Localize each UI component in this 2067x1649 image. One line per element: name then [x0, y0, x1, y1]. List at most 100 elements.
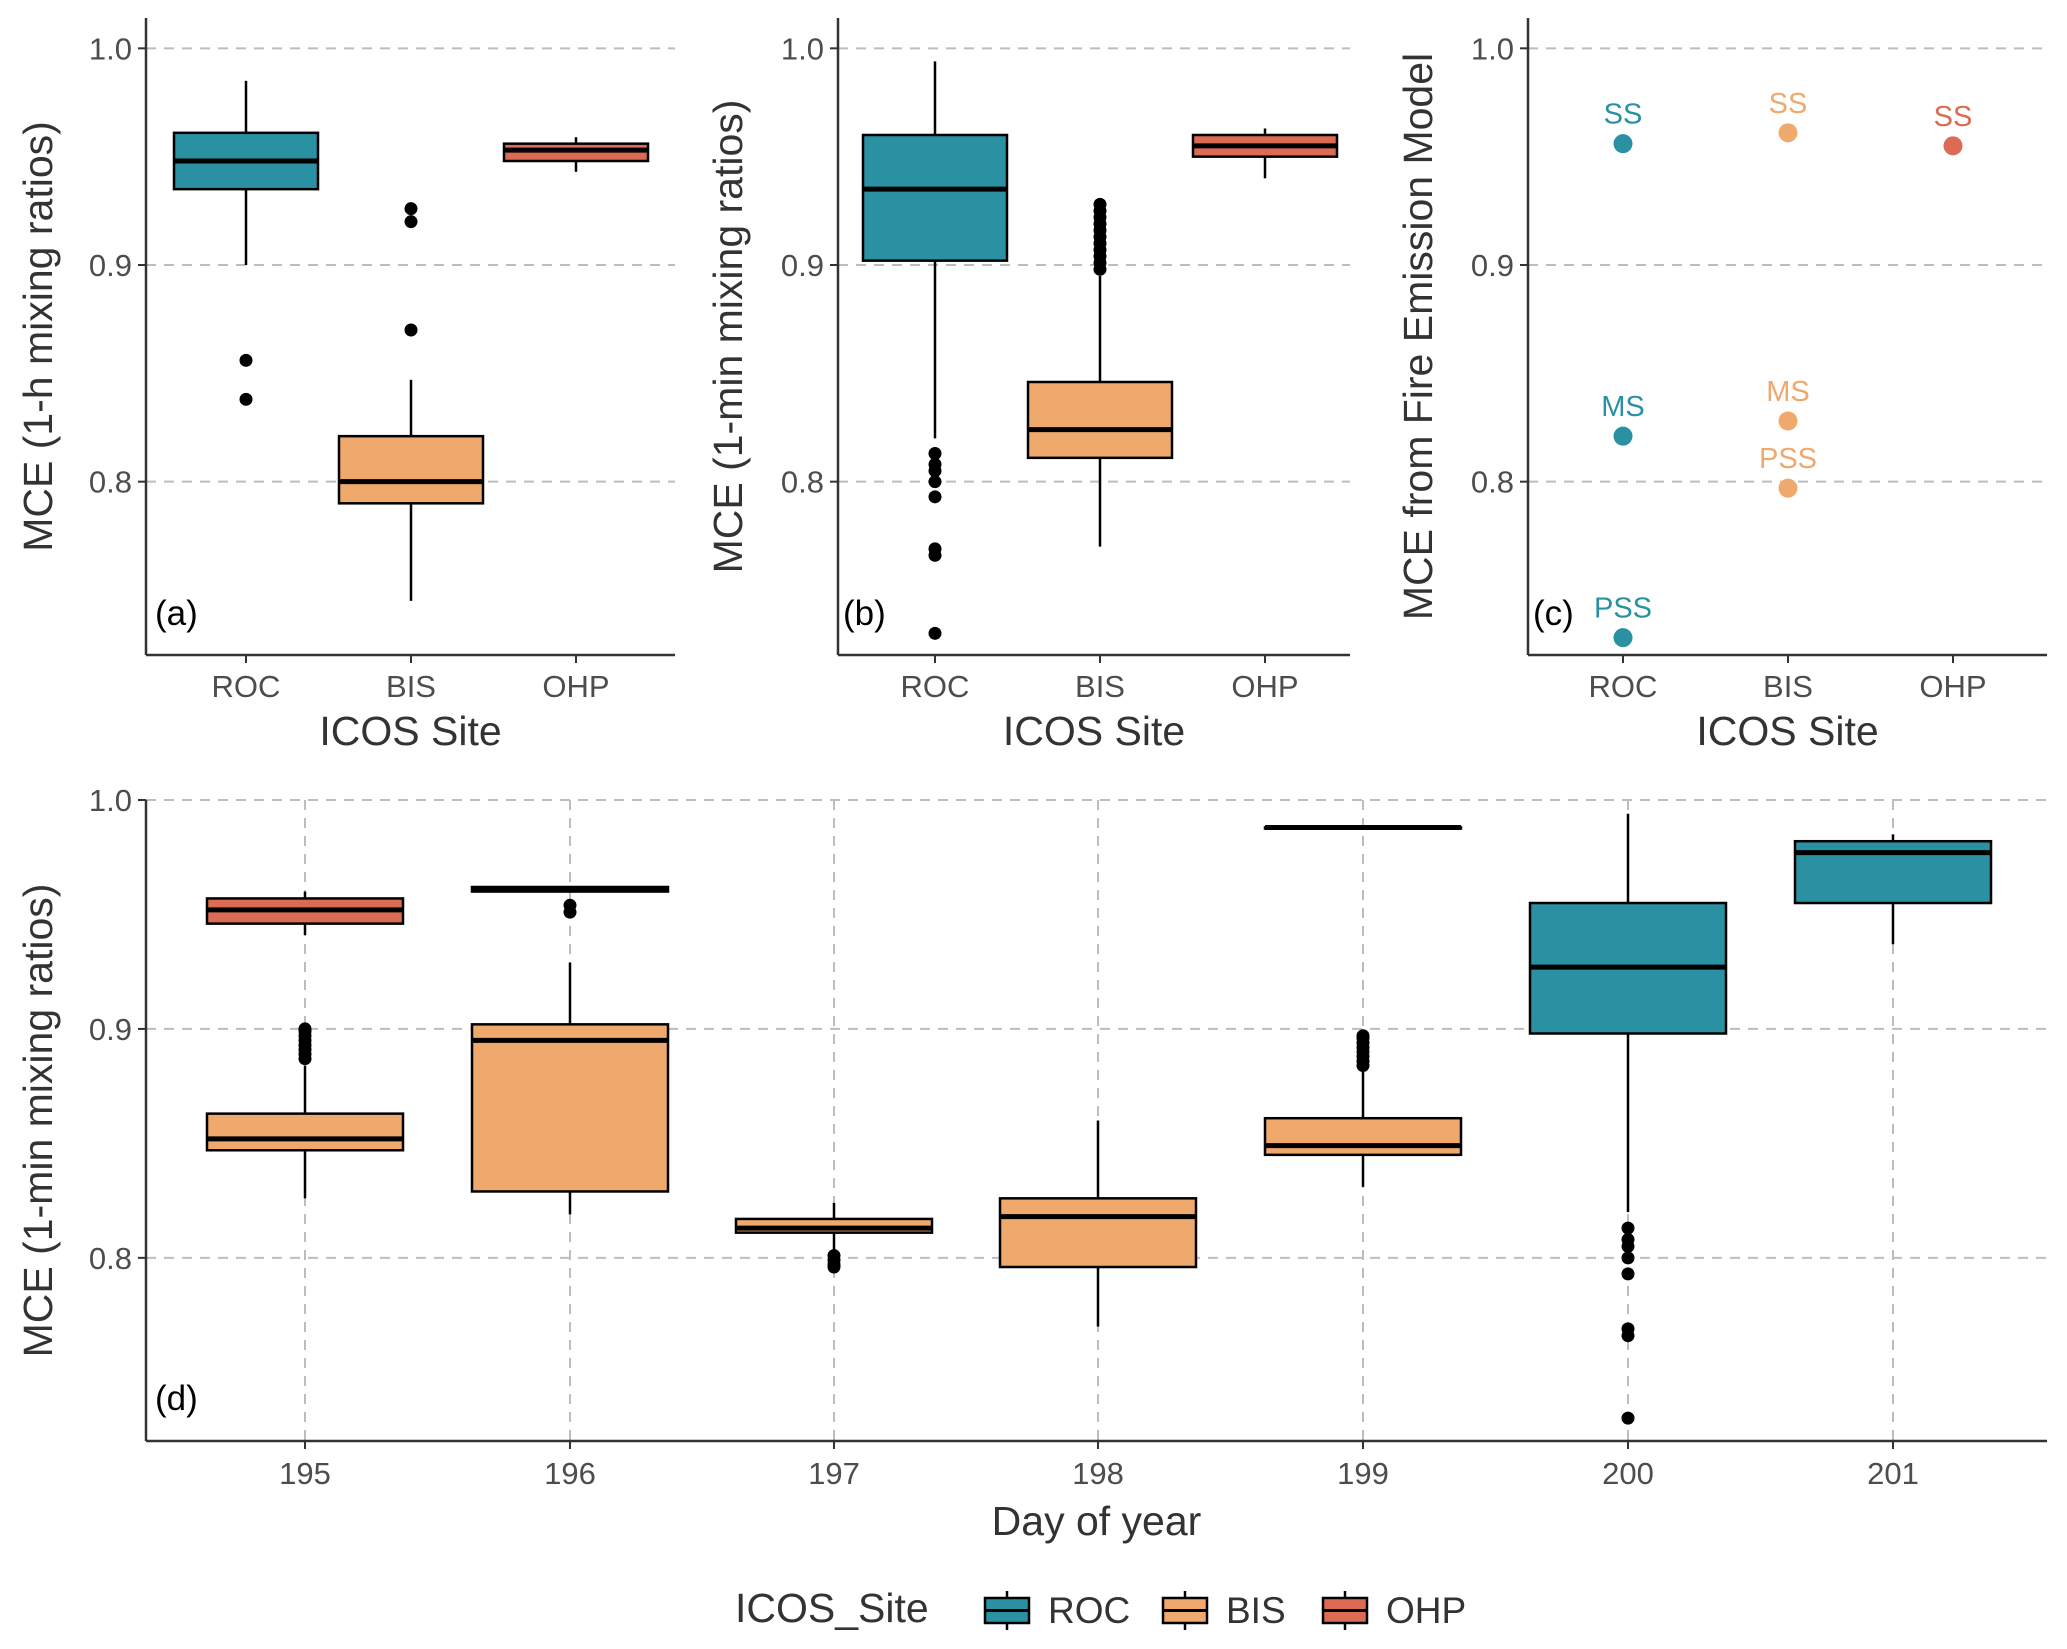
box-195-bis [205, 1022, 405, 1199]
xtick-label-200: 200 [1602, 1456, 1654, 1491]
outlier-point [928, 464, 942, 478]
ytick-label-0-8: 0.8 [1471, 465, 1514, 500]
point-bis-ss: SS [1769, 88, 1808, 143]
scatter-point [1778, 123, 1798, 143]
box-199-bis [1263, 1029, 1463, 1187]
ytick-label-1-0: 1.0 [1471, 31, 1514, 66]
scatter-point [1778, 478, 1798, 498]
point-roc-ss: SS [1604, 99, 1643, 154]
ytick-label-0-9: 0.9 [89, 1012, 132, 1047]
outlier-point [1621, 1267, 1635, 1281]
ytick-label-1-0: 1.0 [781, 31, 824, 66]
ytick-label-0-8: 0.8 [89, 1241, 132, 1276]
xtick-label-ohp: OHP [1919, 669, 1986, 704]
outlier-point [1356, 1029, 1370, 1043]
panel-label: (a) [155, 594, 198, 633]
panel-d: 0.8 0.9 1.0 195 196 197 198 199 200 201 Day of yea… [15, 783, 2047, 1544]
x-axis-title: ICOS Site [319, 708, 501, 754]
outlier-point [928, 475, 942, 489]
point-roc-ms: MS [1601, 391, 1645, 446]
y-axis-title: MCE (1-h mixing ratios) [15, 121, 61, 552]
legend-item-ohp: OHP [1321, 1590, 1466, 1631]
panel-label: (c) [1533, 594, 1574, 633]
legend-title: ICOS_Site [735, 1585, 929, 1631]
xtick-label-201: 201 [1867, 1456, 1919, 1491]
xtick-label-roc: ROC [901, 669, 970, 704]
xtick-label-198: 198 [1072, 1456, 1124, 1491]
ytick-label-0-9: 0.9 [1471, 248, 1514, 283]
box-bis-bis [1026, 197, 1174, 547]
x-axis-title: ICOS Site [1696, 708, 1878, 754]
ytick-label-0-8: 0.8 [89, 465, 132, 500]
panel-label: (b) [843, 594, 886, 633]
outlier-point [563, 898, 577, 912]
box-body [205, 1112, 405, 1152]
legend-label: BIS [1226, 1590, 1286, 1631]
scatter-point [1778, 411, 1798, 431]
outlier-point [239, 392, 253, 406]
box-roc-roc [861, 61, 1009, 640]
outlier-point [928, 626, 942, 640]
box-body [998, 1197, 1198, 1269]
box-199-ohp [1263, 824, 1463, 830]
ytick-label-0-8: 0.8 [781, 465, 824, 500]
box-ohp-ohp [1191, 128, 1339, 179]
point-label: SS [1604, 99, 1643, 131]
outlier-point [928, 490, 942, 504]
legend-item-roc: ROC [983, 1590, 1130, 1631]
point-bis-ms: MS [1766, 376, 1810, 431]
y-axis-title: MCE (1-min mixing ratios) [705, 100, 751, 574]
xtick-label-roc: ROC [1589, 669, 1658, 704]
x-axis-title: Day of year [992, 1498, 1202, 1544]
point-label: PSS [1759, 443, 1817, 475]
outlier-point [404, 202, 418, 216]
xtick-label-ohp: OHP [542, 669, 609, 704]
box-bis-bis [337, 202, 485, 601]
box-body [861, 133, 1009, 262]
y-axis-title: MCE (1-min mixing ratios) [15, 884, 61, 1358]
xtick-label-ohp: OHP [1231, 669, 1298, 704]
box-body [1263, 1116, 1463, 1157]
legend-label: ROC [1048, 1590, 1130, 1631]
point-bis-pss: PSS [1759, 443, 1817, 498]
outlier-point [1093, 197, 1107, 211]
scatter-point [1613, 134, 1633, 154]
box-196-ohp [470, 885, 670, 893]
point-label: PSS [1594, 593, 1652, 625]
legend-items: ROC BIS OHP [983, 1590, 1466, 1631]
xtick-label-195: 195 [279, 1456, 331, 1491]
box-roc-roc [172, 80, 320, 406]
box-200-roc [1528, 813, 1728, 1425]
outlier-point [404, 215, 418, 229]
outlier-point [1621, 1221, 1635, 1235]
outlier-point [928, 548, 942, 562]
point-roc-pss: PSS [1594, 593, 1652, 648]
ytick-label-1-0: 1.0 [89, 31, 132, 66]
legend-item-bis: BIS [1161, 1590, 1286, 1631]
ytick-label-1-0: 1.0 [89, 783, 132, 818]
outlier-point [298, 1022, 312, 1036]
point-label: SS [1769, 88, 1808, 120]
legend: ICOS_Site ROC BIS OHP [735, 1585, 1466, 1631]
xtick-label-197: 197 [808, 1456, 860, 1491]
outlier-point [928, 447, 942, 460]
box-196-bis [470, 898, 670, 1215]
x-axis-title: ICOS Site [1003, 708, 1185, 754]
point-ohp-ss: SS [1934, 101, 1972, 156]
xtick-label-199: 199 [1337, 1456, 1389, 1491]
outlier-point [239, 353, 253, 367]
outlier-point [1621, 1329, 1635, 1343]
box-body [1026, 380, 1174, 460]
xtick-label-bis: BIS [1075, 669, 1125, 704]
panel-a: 0.8 0.9 1.0 ROC BIS OHP ICOS Site MCE (1-h mixi… [15, 18, 675, 754]
xtick-label-bis: BIS [1763, 669, 1813, 704]
point-label: MS [1601, 391, 1645, 423]
ytick-label-0-9: 0.9 [89, 248, 132, 283]
ytick-label-0-9: 0.9 [781, 248, 824, 283]
scatter-point [1613, 426, 1633, 446]
outlier-point [404, 323, 418, 337]
outlier-point [827, 1260, 841, 1274]
box-ohp-ohp [502, 137, 650, 172]
box-198-bis [998, 1120, 1198, 1327]
y-axis-title: MCE from Fire Emission Model [1395, 53, 1441, 620]
